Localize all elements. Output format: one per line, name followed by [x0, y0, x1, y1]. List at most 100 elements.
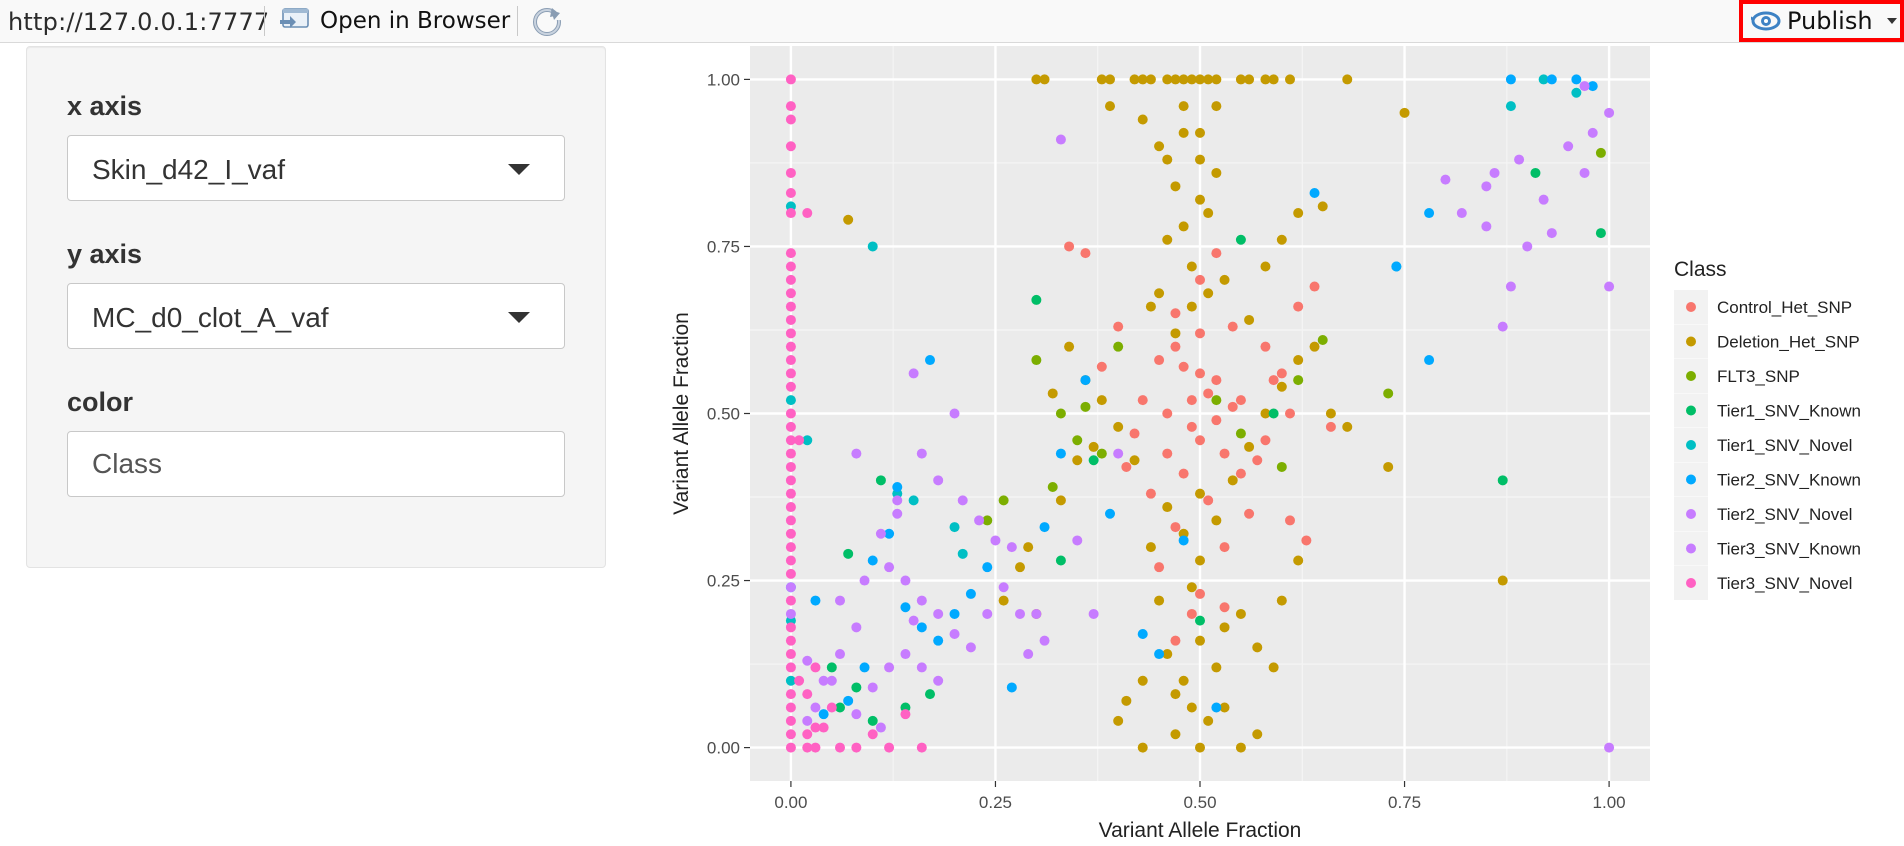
data-point: [900, 602, 911, 613]
y-tick-label: 0.75: [707, 237, 740, 256]
data-point: [1186, 395, 1197, 406]
data-point: [1137, 629, 1148, 639]
data-point: [835, 595, 845, 606]
data-point: [1195, 588, 1205, 599]
data-point: [1571, 87, 1582, 98]
data-point: [1481, 221, 1492, 232]
data-point: [1170, 74, 1181, 85]
data-point: [1195, 635, 1205, 646]
data-point: [1268, 408, 1279, 419]
data-point: [810, 702, 821, 713]
y-axis-select[interactable]: MC_d0_clot_A_vaf: [67, 283, 565, 349]
data-point: [785, 74, 796, 85]
data-point: [1383, 461, 1394, 472]
data-point: [1244, 508, 1255, 519]
data-point: [884, 662, 895, 673]
data-point: [785, 461, 796, 472]
data-point: [785, 288, 796, 299]
data-point: [1154, 355, 1165, 366]
data-point: [1055, 495, 1066, 506]
data-point: [843, 214, 854, 225]
data-point: [1211, 702, 1222, 713]
data-point: [1178, 468, 1189, 479]
data-point: [785, 208, 796, 219]
data-point: [1105, 508, 1115, 519]
data-point: [1293, 355, 1304, 366]
data-point: [916, 595, 927, 606]
data-point: [1260, 435, 1271, 446]
url-text[interactable]: http://127.0.0.1:7777: [8, 8, 270, 36]
data-point: [1424, 208, 1435, 219]
color-label: color: [67, 387, 134, 417]
data-point: [785, 742, 796, 753]
data-point: [1595, 228, 1606, 239]
data-point: [1276, 461, 1287, 472]
data-point: [933, 475, 944, 486]
data-point: [1162, 154, 1173, 165]
data-point: [1235, 74, 1246, 85]
data-point: [785, 622, 796, 633]
data-point: [1129, 428, 1140, 439]
data-point: [1342, 421, 1353, 432]
data-point: [1325, 408, 1336, 419]
data-point: [1276, 234, 1287, 245]
data-point: [1072, 455, 1083, 466]
data-point: [1227, 475, 1238, 486]
data-point: [1145, 74, 1156, 85]
chevron-down-icon[interactable]: [1886, 18, 1897, 24]
data-point: [1235, 234, 1246, 245]
scatter-plot: 0.00 0.00 0.25 0.25 0.50 0.50 0.75 0.75 1.00 1.00…: [670, 46, 1861, 840]
data-point: [1604, 107, 1615, 118]
data-point: [1047, 482, 1058, 492]
data-point: [1096, 395, 1107, 406]
data-point: [843, 695, 854, 706]
data-point: [1203, 715, 1214, 726]
data-point: [1530, 167, 1541, 178]
data-point: [1571, 74, 1582, 85]
data-point: [1604, 742, 1615, 753]
data-point: [867, 682, 878, 693]
data-point: [1211, 515, 1222, 526]
data-point: [785, 675, 796, 686]
data-point: [785, 542, 796, 553]
data-point: [1309, 341, 1320, 352]
data-point: [826, 702, 837, 713]
data-point: [1595, 147, 1606, 158]
data-point: [835, 702, 845, 713]
data-point: [1235, 395, 1246, 406]
data-point: [1195, 488, 1205, 499]
data-point: [1186, 702, 1197, 713]
data-point: [1456, 208, 1467, 219]
data-point: [785, 649, 796, 660]
viewer-toolbar: http://127.0.0.1:7777 Open in Browser: [0, 0, 1904, 43]
refresh-button[interactable]: [530, 5, 564, 39]
y-axis-selected-value: MC_d0_clot_A_vaf: [92, 302, 329, 333]
toolbar-separator: [264, 6, 265, 36]
data-point: [785, 608, 796, 619]
x-tick-label: 0.50: [1183, 793, 1216, 812]
data-point: [1219, 602, 1230, 613]
x-axis-select[interactable]: Skin_d42_I_vaf: [67, 135, 565, 201]
data-point: [1276, 595, 1287, 606]
open-in-browser-button[interactable]: Open in Browser: [278, 4, 510, 38]
data-point: [1195, 368, 1205, 379]
data-point: [1227, 321, 1238, 332]
data-point: [785, 328, 796, 339]
toolbar-separator: [517, 6, 518, 36]
x-tick-label: 0.75: [1388, 793, 1421, 812]
data-point: [1154, 141, 1165, 152]
data-point: [1154, 562, 1165, 573]
data-point: [785, 314, 796, 325]
data-point: [785, 515, 796, 526]
data-point: [1260, 341, 1271, 352]
data-point: [1293, 375, 1304, 386]
publish-button[interactable]: Publish: [1739, 0, 1904, 42]
data-point: [1178, 535, 1189, 546]
color-input[interactable]: [67, 431, 565, 497]
data-point: [1170, 729, 1181, 740]
data-point: [1309, 188, 1320, 198]
data-point: [785, 381, 796, 392]
data-point: [1219, 622, 1230, 633]
data-point: [1497, 575, 1508, 586]
data-point: [1113, 321, 1124, 332]
